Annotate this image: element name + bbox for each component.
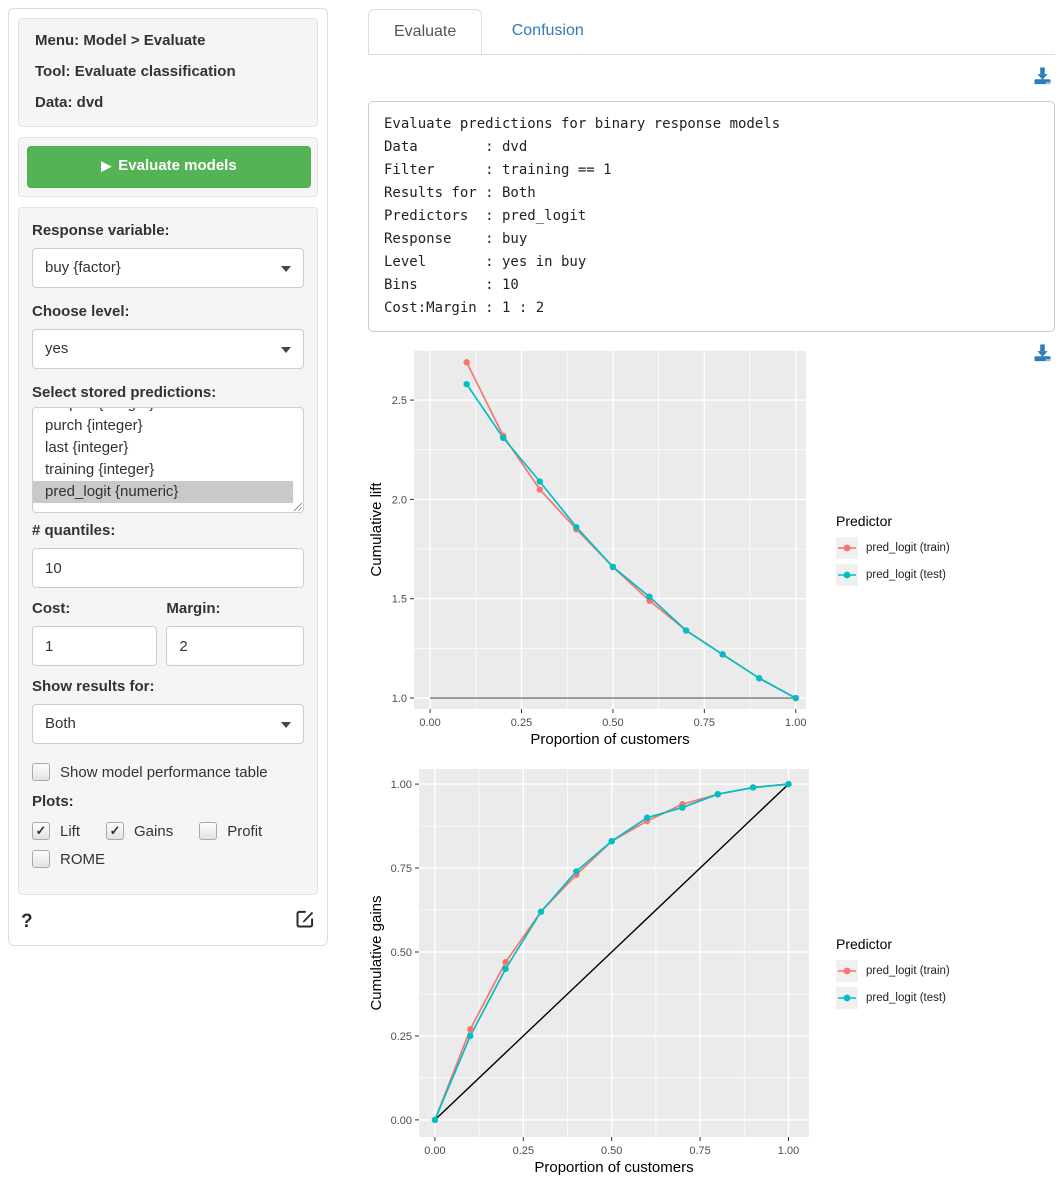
svg-text:Proportion of customers: Proportion of customers bbox=[534, 1159, 693, 1176]
show-results-for-label: Show results for: bbox=[32, 678, 155, 695]
svg-text:0.50: 0.50 bbox=[601, 1145, 622, 1157]
help-icon[interactable]: ? bbox=[21, 910, 33, 932]
show-performance-table-checkbox[interactable]: Show model performance table bbox=[32, 763, 304, 781]
svg-text:1.5: 1.5 bbox=[392, 594, 407, 606]
stored-predictions-label: Select stored predictions: bbox=[32, 384, 217, 401]
checkbox-icon bbox=[32, 763, 50, 781]
svg-text:1.00: 1.00 bbox=[778, 1145, 799, 1157]
plots-label: Plots: bbox=[32, 793, 74, 810]
svg-text:0.75: 0.75 bbox=[689, 1145, 710, 1157]
legend-title: Predictor bbox=[836, 513, 893, 529]
cumulative-gains-chart: 0.00 0.25 0.50 0.75 1.00 0.00 0.25 0.50 0.75 1.00… bbox=[368, 766, 820, 1183]
main-panel: Evaluate Confusion Evaluate predictions … bbox=[368, 8, 1055, 1183]
svg-text:0.25: 0.25 bbox=[391, 1031, 412, 1043]
lift-chart-section: 0.00 0.25 0.50 0.75 1.00 1.0 1.5 2.0 2.5 Proporti… bbox=[368, 344, 1055, 756]
resize-handle[interactable] bbox=[292, 501, 302, 511]
legend-item: pred_logit (test) bbox=[836, 986, 986, 1009]
quantiles-input[interactable] bbox=[32, 548, 304, 588]
svg-text:2.0: 2.0 bbox=[392, 494, 407, 506]
svg-text:0.25: 0.25 bbox=[511, 717, 532, 729]
list-option[interactable]: purch {integer} bbox=[45, 417, 143, 434]
svg-text:1.00: 1.00 bbox=[785, 717, 806, 729]
legend-key-icon bbox=[836, 959, 858, 982]
checkbox-icon bbox=[32, 850, 50, 868]
legend-title: Predictor bbox=[836, 935, 893, 952]
choose-level-select[interactable]: yes bbox=[32, 329, 304, 369]
tab-confusion[interactable]: Confusion bbox=[511, 22, 584, 39]
list-option[interactable]: coupon {integer} bbox=[33, 408, 303, 415]
svg-text:0.00: 0.00 bbox=[391, 1115, 412, 1127]
legend-key-icon bbox=[836, 537, 858, 559]
lift-chart-legend: Predictor pred_logit (train) pred_logit (t… bbox=[836, 513, 986, 591]
tool-name: Tool: Evaluate classification bbox=[35, 63, 236, 80]
legend-item: pred_logit (train) bbox=[836, 537, 986, 559]
evaluation-summary-output: Evaluate predictions for binary response… bbox=[368, 101, 1055, 332]
choose-level-label: Choose level: bbox=[32, 303, 130, 320]
legend-item: pred_logit (train) bbox=[836, 959, 986, 982]
sidebar-footer: ? bbox=[18, 905, 318, 936]
cost-label: Cost: bbox=[32, 600, 71, 617]
svg-text:1.0: 1.0 bbox=[392, 693, 407, 705]
settings-panel: Response variable: buy {factor} Choose l… bbox=[18, 207, 318, 895]
cumulative-lift-plot: 0.00 0.25 0.50 0.75 1.00 1.0 1.5 2.0 2.5 Proporti… bbox=[368, 350, 806, 748]
svg-text:0.50: 0.50 bbox=[391, 947, 412, 959]
run-panel: ▶ Evaluate models bbox=[18, 137, 318, 197]
svg-text:1.00: 1.00 bbox=[391, 779, 412, 791]
legend-item: pred_logit (test) bbox=[836, 564, 986, 586]
cost-input[interactable] bbox=[32, 626, 158, 666]
edit-report-icon[interactable] bbox=[295, 909, 315, 934]
svg-text:0.00: 0.00 bbox=[424, 1145, 445, 1157]
download-row bbox=[368, 64, 1055, 90]
gains-chart-section: 0.00 0.25 0.50 0.75 1.00 0.00 0.25 0.50 0.75 1.00… bbox=[368, 766, 1055, 1183]
tab-bar: Evaluate Confusion bbox=[368, 8, 1055, 55]
svg-text:0.75: 0.75 bbox=[694, 717, 715, 729]
plot-checkbox-lift[interactable]: ✓ Lift bbox=[32, 822, 80, 840]
tab-evaluate[interactable]: Evaluate bbox=[368, 9, 483, 54]
tool-summary-panel: Menu: Model > Evaluate Tool: Evaluate cl… bbox=[18, 18, 318, 127]
svg-text:0.00: 0.00 bbox=[419, 717, 440, 729]
list-option[interactable]: training {integer} bbox=[45, 461, 155, 478]
checkbox-icon: ✓ bbox=[106, 822, 125, 840]
response-variable-select[interactable]: buy {factor} bbox=[32, 248, 304, 288]
response-variable-label: Response variable: bbox=[32, 222, 170, 239]
margin-input[interactable] bbox=[166, 626, 304, 666]
stored-predictions-list[interactable]: coupon {integer} purch {integer} last {int… bbox=[32, 407, 304, 513]
gains-chart-legend: Predictor pred_logit (train) pred_logit (t… bbox=[836, 936, 986, 1014]
download-plot-icon[interactable] bbox=[1033, 343, 1052, 368]
margin-label: Margin: bbox=[166, 600, 221, 617]
checkbox-icon: ✓ bbox=[32, 822, 50, 840]
svg-text:0.75: 0.75 bbox=[391, 863, 412, 875]
chevron-down-icon bbox=[281, 722, 291, 728]
show-results-for-select[interactable]: Both bbox=[32, 704, 304, 744]
cumulative-lift-chart: 0.00 0.25 0.50 0.75 1.00 1.0 1.5 2.0 2.5 Proporti… bbox=[368, 348, 820, 756]
svg-text:0.50: 0.50 bbox=[602, 717, 623, 729]
legend-key-icon bbox=[836, 564, 858, 586]
svg-text:0.25: 0.25 bbox=[513, 1145, 534, 1157]
svg-text:2.5: 2.5 bbox=[392, 395, 407, 407]
list-option[interactable]: last {integer} bbox=[45, 439, 129, 456]
menu-path: Menu: Model > Evaluate bbox=[35, 32, 206, 49]
dataset-name: Data: dvd bbox=[35, 94, 104, 111]
plot-checkbox-profit[interactable]: Profit bbox=[199, 822, 262, 840]
sidebar: Menu: Model > Evaluate Tool: Evaluate cl… bbox=[8, 8, 328, 946]
plot-checkbox-rome[interactable]: ROME bbox=[32, 850, 105, 868]
evaluate-models-button[interactable]: ▶ Evaluate models bbox=[27, 146, 311, 188]
svg-text:Cumulative gains: Cumulative gains bbox=[368, 895, 385, 1010]
list-option[interactable]: pred_logit {numeric} bbox=[33, 481, 293, 503]
legend-key-icon bbox=[836, 986, 858, 1009]
svg-text:Proportion of customers: Proportion of customers bbox=[530, 731, 689, 748]
checkbox-icon bbox=[199, 822, 218, 840]
play-icon: ▶ bbox=[101, 158, 112, 173]
plot-checkbox-gains[interactable]: ✓ Gains bbox=[106, 822, 173, 840]
chevron-down-icon bbox=[281, 266, 291, 272]
download-report-icon[interactable] bbox=[1033, 66, 1052, 91]
svg-text:Cumulative lift: Cumulative lift bbox=[368, 482, 385, 577]
chevron-down-icon bbox=[281, 347, 291, 353]
quantiles-label: # quantiles: bbox=[32, 522, 116, 539]
cumulative-gains-plot: 0.00 0.25 0.50 0.75 1.00 0.00 0.25 0.50 0.75 1.00… bbox=[368, 769, 809, 1176]
